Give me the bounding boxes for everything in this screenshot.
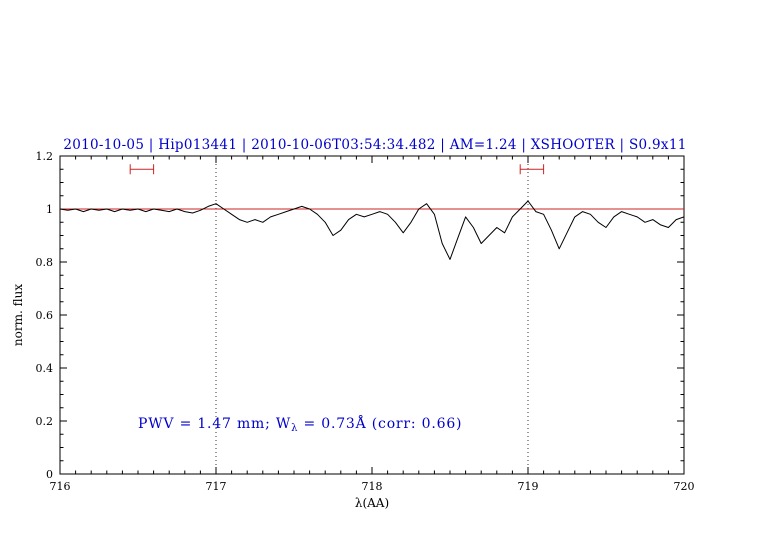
pwv-annotation-suffix: = 0.73Å (corr: 0.66) bbox=[298, 414, 462, 432]
chart-layer: 716 717 718 719 720 0 0.2 0.4 0.6 0.8 1 1.2 bbox=[36, 150, 695, 493]
x-tick-label: 719 bbox=[518, 480, 539, 493]
x-tick-label: 717 bbox=[206, 480, 227, 493]
x-axis-label: λ(AA) bbox=[355, 496, 389, 510]
y-axis-label: norm. flux bbox=[11, 284, 25, 346]
pwv-annotation-prefix: PWV = 1.47 mm; W bbox=[138, 416, 291, 432]
y-tick-label: 0 bbox=[46, 468, 53, 481]
lambda-subscript: λ bbox=[291, 423, 298, 434]
y-tick-label: 1 bbox=[46, 203, 53, 216]
y-tick-label: 0.4 bbox=[36, 362, 54, 375]
spectrum-line bbox=[59, 200, 685, 260]
x-tick-label: 716 bbox=[50, 480, 71, 493]
y-tick-label: 0.2 bbox=[36, 415, 54, 428]
x-tick-label: 718 bbox=[362, 480, 383, 493]
plot-title: 2010-10-05 | Hip013441 | 2010-10-06T03:5… bbox=[63, 137, 686, 153]
y-tick-label: 0.6 bbox=[36, 309, 54, 322]
y-tick-label: 1.2 bbox=[36, 150, 54, 163]
pwv-annotation: PWV = 1.47 mm; Wλ = 0.73Å (corr: 0.66) bbox=[138, 414, 462, 434]
y-tick-label: 0.8 bbox=[36, 256, 54, 269]
x-tick-label: 720 bbox=[674, 480, 695, 493]
